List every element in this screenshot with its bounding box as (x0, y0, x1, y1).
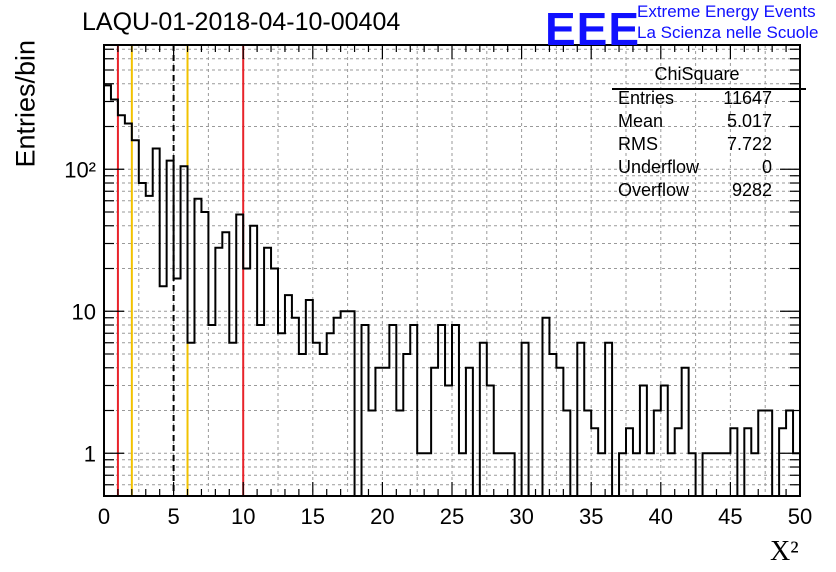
x-tick-label: 35 (579, 504, 603, 529)
stats-value: 7.722 (726, 134, 772, 154)
x-tick-label: 0 (98, 504, 110, 529)
x-tick-label: 50 (788, 504, 812, 529)
x-tick-label: 30 (509, 504, 533, 529)
stats-value: 9282 (731, 180, 772, 200)
stats-value: 0 (761, 157, 772, 177)
stats-row-rms: RMS 7.722 (618, 133, 772, 156)
stats-row-entries: Entries 11647 (618, 87, 772, 110)
x-tick-label: 10 (231, 504, 255, 529)
stats-label: Overflow (618, 180, 690, 200)
x-tick-label: 40 (649, 504, 673, 529)
y-axis-label: Entries/bin (10, 39, 41, 168)
y-tick-label: 10² (64, 157, 96, 182)
x-tick-label: 20 (370, 504, 394, 529)
x-axis-ticks: 0 5 10 15 20 25 30 35 40 45 50 (98, 45, 812, 529)
stats-label: Underflow (618, 157, 700, 177)
histogram-series (104, 84, 800, 497)
stats-row-mean: Mean 5.017 (618, 110, 772, 133)
stats-title-underline (612, 88, 806, 90)
stats-row-underflow: Underflow 0 (618, 156, 772, 179)
stats-title: ChiSquare (654, 64, 740, 84)
stats-label: RMS (618, 134, 658, 154)
eee-logo: EEE (545, 3, 641, 55)
stats-row-overflow: Overflow 9282 (618, 179, 772, 202)
chart-title: LAQU-01-2018-04-10-00404 (82, 8, 401, 36)
y-tick-label: 10 (72, 299, 96, 324)
y-tick-label: 1 (84, 441, 96, 466)
x-axis-label: X² (770, 536, 799, 567)
stats-value: 5.017 (726, 111, 772, 131)
stats-value: 11647 (723, 88, 772, 108)
logo-line1: Extreme Energy Events (637, 2, 816, 21)
x-tick-label: 15 (301, 504, 325, 529)
x-tick-label: 25 (440, 504, 464, 529)
x-tick-label: 45 (718, 504, 742, 529)
stats-label: Entries (618, 88, 675, 108)
stats-label: Mean (618, 111, 664, 131)
logo-line2: La Scienza nelle Scuole (637, 23, 819, 42)
stats-box: ChiSquare Entries 11647 Mean 5.017 RMS 7… (612, 64, 806, 202)
y-axis-ticks: 1 10 10² (64, 48, 800, 497)
x-tick-label: 5 (167, 504, 179, 529)
